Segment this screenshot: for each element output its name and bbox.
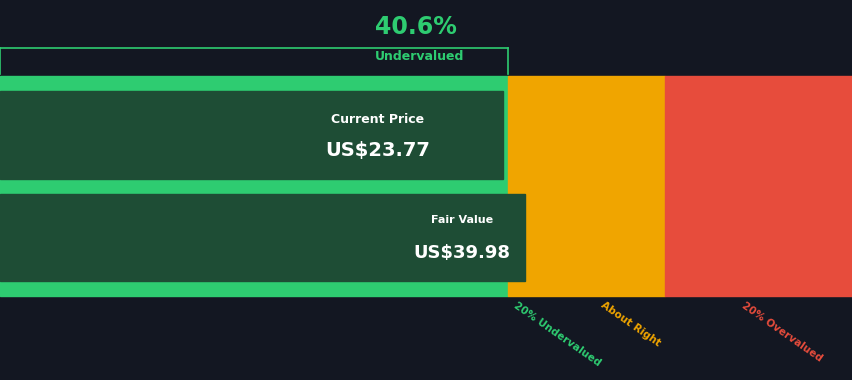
- Text: 20% Overvalued: 20% Overvalued: [739, 300, 823, 363]
- Text: 20% Undervalued: 20% Undervalued: [511, 300, 602, 368]
- Text: About Right: About Right: [598, 300, 662, 349]
- Text: Fair Value: Fair Value: [430, 215, 492, 225]
- Bar: [507, 76, 665, 296]
- Text: US$23.77: US$23.77: [325, 141, 429, 160]
- Text: Current Price: Current Price: [331, 112, 423, 126]
- Bar: [0, 76, 507, 296]
- Bar: [0, 91, 503, 179]
- Text: US$39.98: US$39.98: [412, 244, 509, 262]
- Text: Undervalued: Undervalued: [375, 51, 464, 63]
- Bar: [665, 76, 852, 296]
- Bar: [0, 194, 524, 281]
- Text: 40.6%: 40.6%: [375, 14, 457, 39]
